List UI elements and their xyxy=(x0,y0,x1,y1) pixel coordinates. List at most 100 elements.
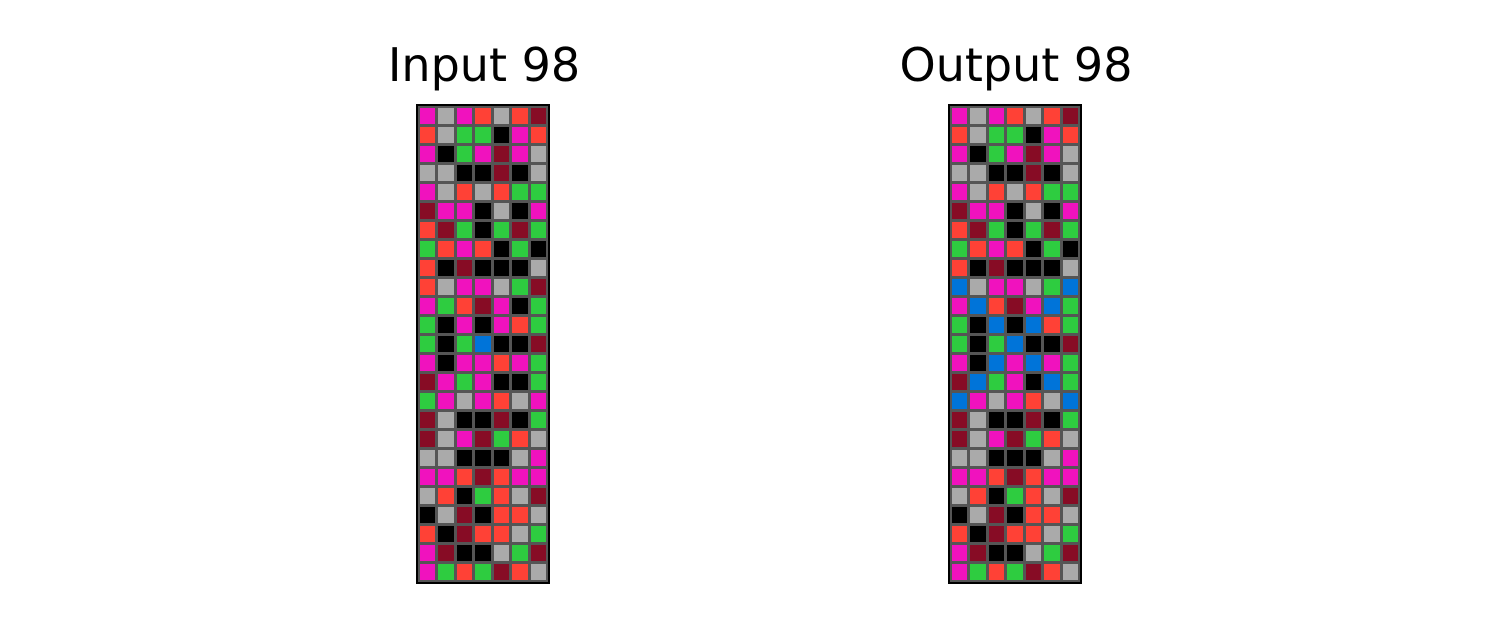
grid-cell xyxy=(530,564,546,580)
grid-cell xyxy=(1044,412,1060,428)
grid-cell xyxy=(512,279,528,295)
grid-cell xyxy=(988,450,1005,466)
grid-cell xyxy=(1044,146,1060,162)
grid-cell xyxy=(1044,469,1060,485)
grid-cell xyxy=(970,507,986,523)
grid-cell xyxy=(493,127,510,143)
grid-cell xyxy=(420,545,436,561)
grid-cell xyxy=(1007,241,1023,257)
grid-cell xyxy=(530,279,546,295)
grid-cell xyxy=(420,298,436,314)
grid-cell xyxy=(512,336,528,352)
grid-cell xyxy=(988,203,1005,219)
grid-cell xyxy=(970,545,986,561)
grid-cell xyxy=(475,545,491,561)
grid-cell xyxy=(438,545,454,561)
grid-cell xyxy=(1044,260,1060,276)
grid-cell xyxy=(493,317,510,333)
grid-cell xyxy=(988,146,1005,162)
grid-cell xyxy=(420,184,436,200)
grid-cell xyxy=(456,450,473,466)
grid-cell xyxy=(475,279,491,295)
grid-cell xyxy=(456,146,473,162)
grid-cell xyxy=(970,526,986,542)
grid-cell xyxy=(970,165,986,181)
grid-cell xyxy=(1025,507,1042,523)
grid-cell xyxy=(970,488,986,504)
grid-cell xyxy=(438,184,454,200)
grid-cell xyxy=(456,374,473,390)
grid-cell xyxy=(952,146,968,162)
grid-cell xyxy=(420,165,436,181)
grid-cell xyxy=(456,469,473,485)
grid-cell xyxy=(512,222,528,238)
grid-cell xyxy=(1062,507,1078,523)
grid-cell xyxy=(456,412,473,428)
grid-cell xyxy=(1062,317,1078,333)
grid-cell xyxy=(530,108,546,124)
grid-cell xyxy=(970,450,986,466)
grid-cell xyxy=(512,260,528,276)
grid-cell xyxy=(952,355,968,371)
grid-cell xyxy=(952,374,968,390)
grid-cell xyxy=(988,393,1005,409)
grid-cell xyxy=(438,488,454,504)
grid-cell xyxy=(1007,564,1023,580)
grid-cell xyxy=(1025,545,1042,561)
grid-cell xyxy=(530,298,546,314)
grid-cell xyxy=(438,412,454,428)
grid-cell xyxy=(970,127,986,143)
grid-cell xyxy=(1007,127,1023,143)
grid-cell xyxy=(475,146,491,162)
grid-cell xyxy=(970,412,986,428)
grid-cell xyxy=(456,488,473,504)
grid-cell xyxy=(438,298,454,314)
grid-cell xyxy=(952,488,968,504)
grid-cell xyxy=(512,241,528,257)
grid-cell xyxy=(1007,469,1023,485)
grid-cell xyxy=(970,279,986,295)
grid-cell xyxy=(1044,431,1060,447)
grid-cell xyxy=(512,317,528,333)
grid-cell xyxy=(438,564,454,580)
grid-cell xyxy=(970,317,986,333)
grid-cell xyxy=(438,279,454,295)
grid-cell xyxy=(530,412,546,428)
grid-cell xyxy=(420,469,436,485)
grid-cell xyxy=(530,431,546,447)
grid-cell xyxy=(512,526,528,542)
grid-cell xyxy=(952,108,968,124)
grid-cell xyxy=(530,526,546,542)
grid-cell xyxy=(420,203,436,219)
grid-cell xyxy=(438,450,454,466)
grid-cell xyxy=(1007,203,1023,219)
grid-cell xyxy=(530,222,546,238)
output-grid xyxy=(948,104,1082,584)
grid-cell xyxy=(420,393,436,409)
grid-cell xyxy=(530,488,546,504)
grid-cell xyxy=(1062,564,1078,580)
grid-cell xyxy=(530,450,546,466)
grid-cell xyxy=(438,336,454,352)
grid-cell xyxy=(988,317,1005,333)
grid-cell xyxy=(1007,526,1023,542)
grid-cell xyxy=(1025,488,1042,504)
grid-cell xyxy=(1044,108,1060,124)
grid-cell xyxy=(420,241,436,257)
grid-cell xyxy=(1062,260,1078,276)
grid-cell xyxy=(438,165,454,181)
grid-cell xyxy=(438,108,454,124)
grid-cell xyxy=(530,241,546,257)
grid-cell xyxy=(952,507,968,523)
grid-cell xyxy=(438,393,454,409)
grid-cell xyxy=(456,127,473,143)
grid-cell xyxy=(1044,241,1060,257)
grid-cell xyxy=(1044,222,1060,238)
grid-cell xyxy=(493,412,510,428)
grid-cell xyxy=(1062,241,1078,257)
grid-cell xyxy=(456,241,473,257)
grid-cell xyxy=(512,450,528,466)
grid-cell xyxy=(475,431,491,447)
grid-cell xyxy=(1062,165,1078,181)
grid-cell xyxy=(475,450,491,466)
